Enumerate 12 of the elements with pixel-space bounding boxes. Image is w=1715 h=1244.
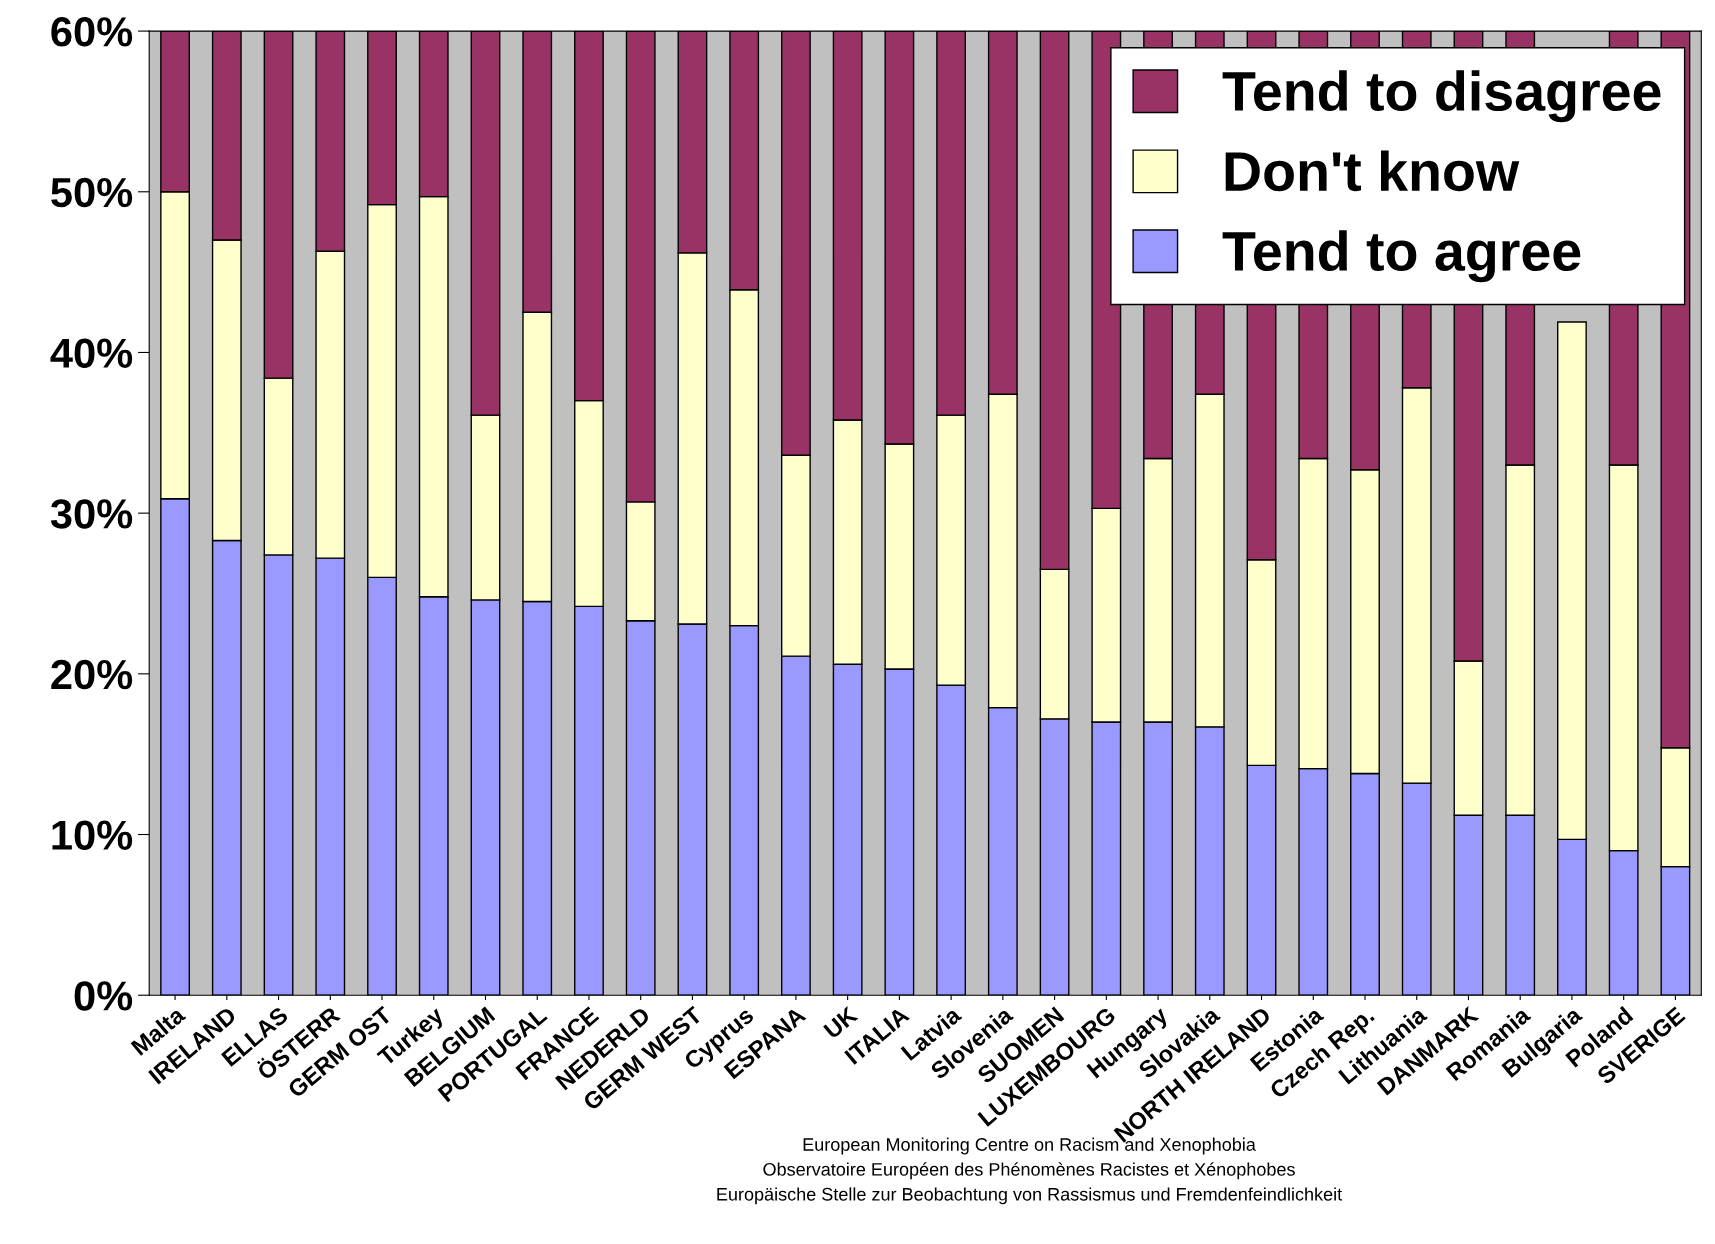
legend-label: Tend to agree	[1222, 230, 1581, 283]
text: Observatoire Européen des Phénomènes Racistes et Xénophobes	[763, 1162, 1295, 1180]
y-tick-label: 40%	[50, 338, 133, 368]
y-tick-label: 30%	[50, 499, 133, 529]
y-tick-label: 20%	[51, 659, 133, 690]
legend-label: Tend to disagree	[1222, 70, 1661, 123]
text: Europäische Stelle zur Beobachtung von Rassismus und Fremdenfeindlichkeit	[717, 1187, 1343, 1205]
legend-label: Don't know	[1225, 150, 1520, 192]
y-tick-label: 60%	[51, 17, 133, 47]
y-tick-label: 10%	[52, 820, 133, 851]
y-tick-label: 0%	[74, 981, 133, 1011]
y-tick-label: 50%	[51, 177, 133, 208]
